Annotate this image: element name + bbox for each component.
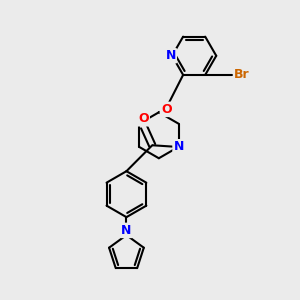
Text: N: N [165, 49, 176, 62]
Text: N: N [121, 224, 132, 237]
Text: O: O [161, 103, 172, 116]
Text: O: O [138, 112, 149, 125]
Text: Br: Br [234, 68, 250, 81]
Text: N: N [173, 140, 184, 153]
